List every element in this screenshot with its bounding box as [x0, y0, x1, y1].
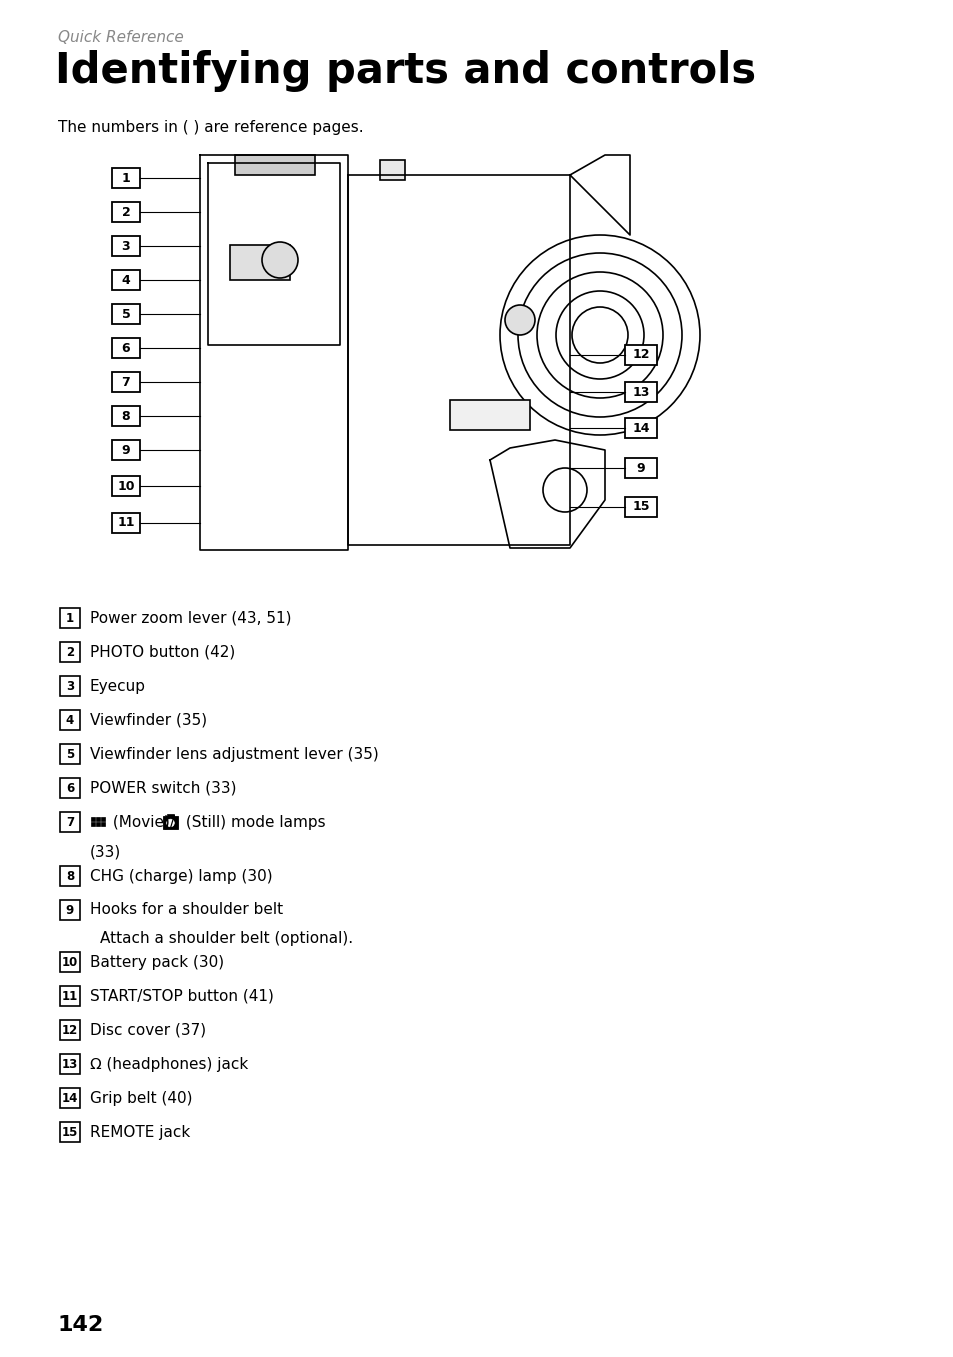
Text: Ω (headphones) jack: Ω (headphones) jack — [90, 1057, 248, 1072]
Text: 14: 14 — [62, 1091, 78, 1105]
Text: (33): (33) — [90, 844, 121, 859]
Text: 15: 15 — [62, 1125, 78, 1139]
Text: Attach a shoulder belt (optional).: Attach a shoulder belt (optional). — [100, 931, 353, 946]
Text: Power zoom lever (43, 51): Power zoom lever (43, 51) — [90, 611, 292, 626]
Bar — [60, 608, 80, 628]
Bar — [91, 817, 95, 821]
Bar — [624, 418, 657, 438]
Bar — [101, 822, 105, 826]
Text: 9: 9 — [122, 444, 131, 456]
Text: 3: 3 — [66, 680, 74, 692]
Text: 6: 6 — [66, 782, 74, 794]
Bar — [60, 642, 80, 662]
Bar — [112, 236, 140, 256]
Text: Viewfinder lens adjustment lever (35): Viewfinder lens adjustment lever (35) — [90, 746, 378, 761]
Bar — [234, 155, 314, 175]
Bar — [112, 406, 140, 426]
Text: Eyecup: Eyecup — [90, 678, 146, 693]
Bar — [112, 440, 140, 460]
Text: START/STOP button (41): START/STOP button (41) — [90, 988, 274, 1003]
Text: 4: 4 — [66, 714, 74, 726]
Bar — [60, 900, 80, 920]
Bar — [112, 338, 140, 358]
Text: 9: 9 — [636, 461, 644, 475]
Text: Identifying parts and controls: Identifying parts and controls — [55, 50, 756, 92]
Bar — [379, 160, 405, 180]
Text: 7: 7 — [66, 816, 74, 829]
Bar — [624, 383, 657, 402]
Text: 3: 3 — [122, 239, 131, 252]
Bar — [60, 778, 80, 798]
Bar — [60, 1088, 80, 1109]
Text: 7: 7 — [121, 376, 131, 388]
Bar — [96, 817, 100, 821]
Bar — [163, 816, 178, 829]
Text: 11: 11 — [117, 517, 134, 529]
Text: Quick Reference: Quick Reference — [58, 30, 184, 45]
Text: Grip belt (40): Grip belt (40) — [90, 1091, 193, 1106]
Text: REMOTE jack: REMOTE jack — [90, 1125, 190, 1140]
Text: (Still) mode lamps: (Still) mode lamps — [181, 814, 325, 829]
Text: 142: 142 — [58, 1315, 104, 1335]
Bar — [60, 710, 80, 730]
Text: The numbers in ( ) are reference pages.: The numbers in ( ) are reference pages. — [58, 119, 363, 134]
Circle shape — [262, 242, 297, 278]
Bar — [60, 866, 80, 886]
Text: 9: 9 — [66, 904, 74, 916]
Bar — [167, 813, 173, 817]
Text: Battery pack (30): Battery pack (30) — [90, 954, 224, 969]
Text: Viewfinder (35): Viewfinder (35) — [90, 712, 207, 727]
Text: 12: 12 — [62, 1023, 78, 1037]
Text: Disc cover (37): Disc cover (37) — [90, 1023, 206, 1038]
Text: 4: 4 — [121, 274, 131, 286]
Bar — [112, 476, 140, 497]
Text: 13: 13 — [62, 1057, 78, 1071]
Bar — [96, 822, 100, 826]
Bar — [60, 987, 80, 1006]
Text: 2: 2 — [66, 646, 74, 658]
Bar — [112, 372, 140, 392]
Text: 10: 10 — [62, 955, 78, 969]
Bar — [60, 744, 80, 764]
Bar — [60, 1122, 80, 1143]
Bar — [60, 1054, 80, 1073]
Bar — [112, 513, 140, 533]
Text: 5: 5 — [121, 308, 131, 320]
Text: 1: 1 — [66, 612, 74, 624]
Bar — [450, 400, 530, 430]
Bar — [112, 168, 140, 189]
Text: 14: 14 — [632, 422, 649, 434]
Text: PHOTO button (42): PHOTO button (42) — [90, 645, 235, 660]
Text: 6: 6 — [122, 342, 131, 354]
Text: (Movie)/: (Movie)/ — [108, 814, 174, 829]
Bar — [624, 459, 657, 478]
Text: Hooks for a shoulder belt: Hooks for a shoulder belt — [90, 902, 283, 917]
Bar — [112, 202, 140, 223]
Bar — [60, 1020, 80, 1039]
Text: 11: 11 — [62, 989, 78, 1003]
Text: 12: 12 — [632, 349, 649, 361]
Text: 8: 8 — [122, 410, 131, 422]
Text: 15: 15 — [632, 501, 649, 513]
Text: CHG (charge) lamp (30): CHG (charge) lamp (30) — [90, 868, 273, 883]
Bar — [112, 270, 140, 290]
Bar — [60, 811, 80, 832]
Text: 8: 8 — [66, 870, 74, 882]
Circle shape — [167, 820, 174, 826]
Text: 5: 5 — [66, 748, 74, 760]
Bar — [230, 246, 290, 280]
Bar — [91, 822, 95, 826]
Text: 2: 2 — [121, 205, 131, 218]
Bar — [60, 953, 80, 972]
Bar — [624, 345, 657, 365]
Text: 1: 1 — [121, 171, 131, 185]
Text: 13: 13 — [632, 385, 649, 399]
Circle shape — [504, 305, 535, 335]
Bar — [112, 304, 140, 324]
Text: 10: 10 — [117, 479, 134, 493]
Text: POWER switch (33): POWER switch (33) — [90, 780, 236, 795]
Bar — [624, 497, 657, 517]
Bar — [60, 676, 80, 696]
Bar — [101, 817, 105, 821]
